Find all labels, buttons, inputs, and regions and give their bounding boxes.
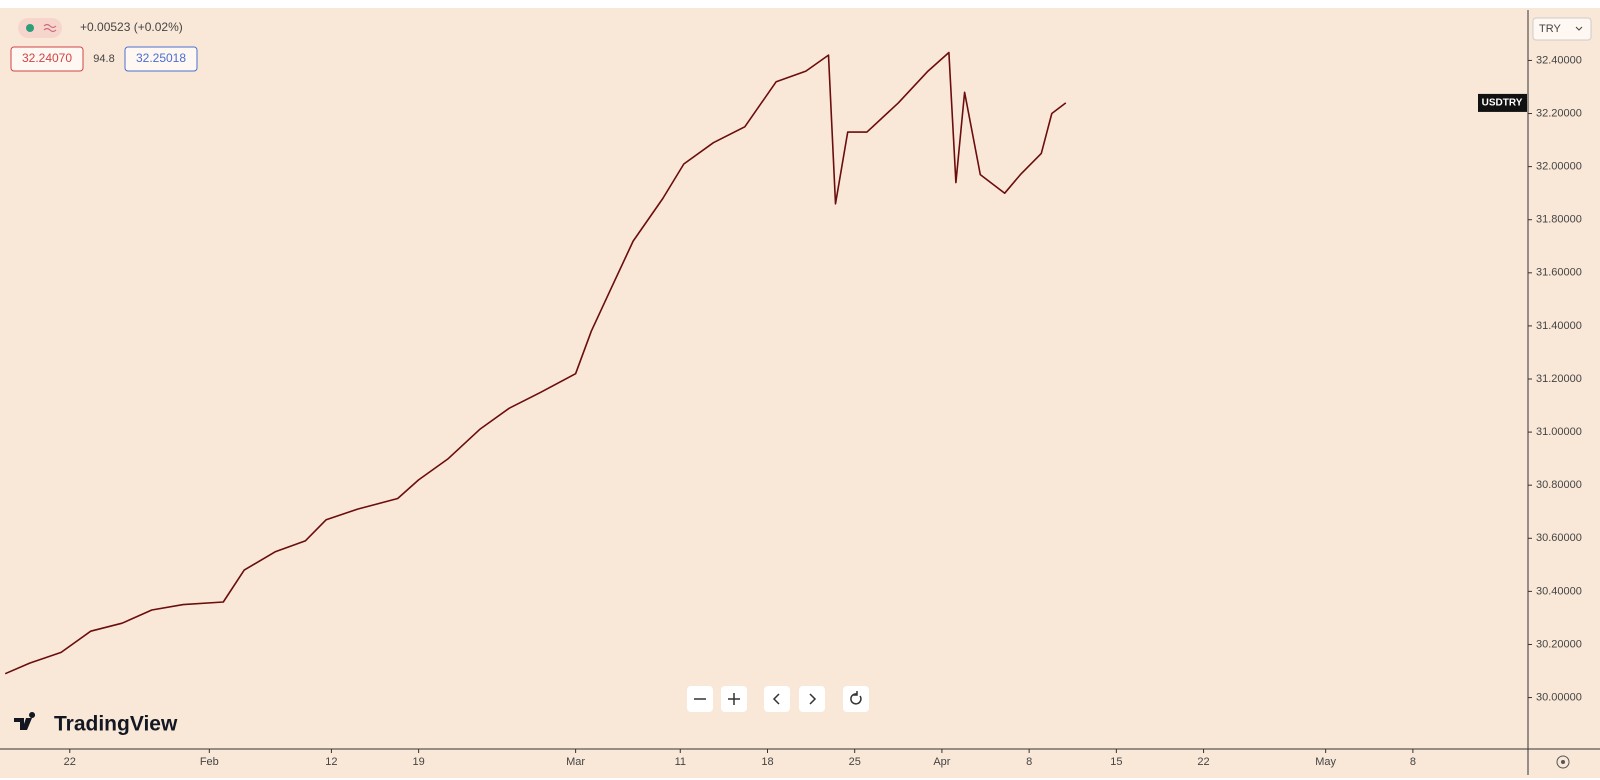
left-icon <box>772 693 780 705</box>
y-tick-label: 30.60000 <box>1536 532 1582 544</box>
scroll-right-button[interactable] <box>799 686 825 712</box>
y-tick-label: 31.20000 <box>1536 373 1582 385</box>
x-tick-label: Apr <box>933 756 950 768</box>
brand-logo <box>14 712 36 730</box>
status-wave <box>43 23 57 33</box>
x-tick-label: Mar <box>566 756 585 768</box>
status-pill[interactable] <box>18 18 62 38</box>
spread-text: 94.8 <box>93 53 114 65</box>
bid-text: 32.24070 <box>22 51 72 65</box>
y-tick-label: 30.40000 <box>1536 585 1582 597</box>
bid-box[interactable] <box>10 46 84 72</box>
settings-dot <box>1561 760 1565 764</box>
y-tick-label: 31.40000 <box>1536 320 1582 332</box>
x-tick-label: 8 <box>1026 756 1032 768</box>
ask-text: 32.25018 <box>136 51 186 65</box>
reset-icon <box>850 691 862 705</box>
y-tick-label: 32.20000 <box>1536 107 1582 119</box>
y-tick-label: 30.80000 <box>1536 479 1582 491</box>
background <box>0 8 1600 778</box>
scroll-left-button[interactable] <box>764 686 790 712</box>
y-tick-label: 32.00000 <box>1536 161 1582 173</box>
price-tag-label: USDTRY <box>1482 98 1523 109</box>
x-tick-label: 12 <box>325 756 337 768</box>
x-tick-label: 15 <box>1110 756 1122 768</box>
x-tick-label: 8 <box>1410 756 1416 768</box>
chart-controls <box>687 686 869 712</box>
x-tick-label: 22 <box>1197 756 1209 768</box>
y-tick-label: 31.80000 <box>1536 214 1582 226</box>
x-tick-label: 25 <box>849 756 861 768</box>
x-tick-label: Feb <box>200 756 219 768</box>
price-tag <box>1478 93 1527 112</box>
y-tick-label: 30.20000 <box>1536 638 1582 650</box>
x-tick-label: 18 <box>761 756 773 768</box>
x-tick-label: May <box>1315 756 1336 768</box>
y-tick-label: 30.00000 <box>1536 691 1582 703</box>
y-tick-label: 31.00000 <box>1536 426 1582 438</box>
brand-text: TradingView <box>54 713 178 736</box>
x-tick-label: 19 <box>413 756 425 768</box>
reset-button[interactable] <box>843 686 869 712</box>
legend-icons[interactable] <box>18 18 62 38</box>
change-text: +0.00523 (+0.02%) <box>80 20 183 34</box>
status-dot <box>26 24 34 32</box>
y-tick-label: 31.60000 <box>1536 267 1582 279</box>
y-tick-label: 32.40000 <box>1536 54 1582 66</box>
x-tick-label: 11 <box>675 756 686 768</box>
currency-text: TRY <box>1539 23 1561 35</box>
price-line <box>4 51 1067 675</box>
dropdown-caret <box>1575 26 1583 31</box>
right-icon <box>809 693 817 705</box>
settings-button[interactable] <box>1556 755 1570 769</box>
ask-box[interactable] <box>124 46 198 72</box>
currency-dropdown[interactable] <box>1532 17 1592 41</box>
plus-icon <box>728 693 740 705</box>
x-tick-label: 22 <box>64 756 76 768</box>
